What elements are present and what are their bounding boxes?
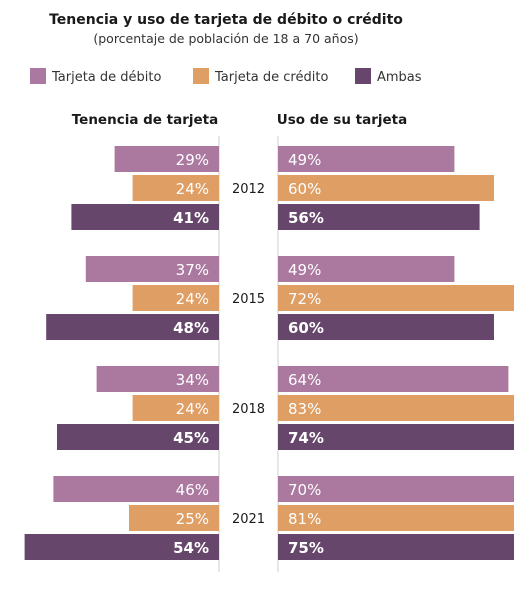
year-label-2021: 2021	[232, 512, 265, 527]
label-tenencia-2021-0: 46%	[176, 481, 209, 499]
label-uso-2012-0: 49%	[288, 151, 321, 169]
label-uso-2012-1: 60%	[288, 180, 321, 198]
bar-tenencia-2015-1	[132, 285, 219, 311]
label-tenencia-2018-0: 34%	[176, 371, 209, 389]
bar-uso-2018-2	[278, 424, 514, 450]
bar-tenencia-2018-0	[96, 366, 219, 392]
bar-tenencia-2021-0	[53, 476, 220, 502]
bar-tenencia-2015-2	[46, 314, 220, 340]
bar-tenencia-2015-0	[85, 256, 219, 282]
label-uso-2015-1: 72%	[288, 290, 321, 308]
bar-tenencia-2021-2	[24, 534, 219, 560]
bar-uso-2015-0	[278, 256, 455, 282]
bar-uso-2021-1	[278, 505, 514, 531]
panel-title-tenencia: Tenencia de tarjeta	[72, 112, 218, 128]
label-uso-2015-0: 49%	[288, 261, 321, 279]
legend: Tarjeta de débito Tarjeta de crédito Ambas	[30, 68, 422, 85]
legend-label-2: Ambas	[377, 70, 422, 85]
bar-tenencia-2018-2	[57, 424, 219, 450]
year-label-2018: 2018	[232, 402, 265, 417]
label-uso-2021-1: 81%	[288, 510, 321, 528]
bar-uso-2012-2	[278, 204, 480, 230]
bar-tenencia-2012-0	[114, 146, 219, 172]
legend-label-0: Tarjeta de débito	[51, 70, 161, 85]
bar-uso-2012-1	[278, 175, 494, 201]
year-label-2012: 2012	[232, 182, 265, 197]
label-uso-2021-2: 75%	[288, 539, 324, 557]
legend-swatch-0	[30, 68, 46, 84]
bar-tenencia-2012-2	[71, 204, 220, 230]
label-uso-2015-2: 60%	[288, 319, 324, 337]
chart-subtitle: (porcentaje de población de 18 a 70 años…	[93, 31, 358, 46]
bar-uso-2015-2	[278, 314, 494, 340]
panel-title-uso: Uso de su tarjeta	[277, 112, 407, 128]
bar-uso-2021-0	[278, 476, 514, 502]
bar-tenencia-2012-1	[132, 175, 219, 201]
label-tenencia-2021-2: 54%	[173, 539, 209, 557]
label-tenencia-2012-1: 24%	[176, 180, 209, 198]
bar-uso-2012-0	[278, 146, 455, 172]
label-uso-2012-2: 56%	[288, 209, 324, 227]
label-tenencia-2012-0: 29%	[176, 151, 209, 169]
bar-uso-2018-0	[278, 366, 509, 392]
bar-tenencia-2021-1	[129, 505, 219, 531]
legend-swatch-1	[193, 68, 209, 84]
label-uso-2018-0: 64%	[288, 371, 321, 389]
label-tenencia-2015-0: 37%	[176, 261, 209, 279]
label-uso-2018-1: 83%	[288, 400, 321, 418]
label-uso-2021-0: 70%	[288, 481, 321, 499]
year-labels: 2012 2015 2018 2021	[232, 182, 265, 527]
bar-uso-2015-1	[278, 285, 514, 311]
label-tenencia-2015-2: 48%	[173, 319, 209, 337]
label-tenencia-2021-1: 25%	[176, 510, 209, 528]
label-tenencia-2018-1: 24%	[176, 400, 209, 418]
label-uso-2018-2: 74%	[288, 429, 324, 447]
legend-swatch-2	[355, 68, 371, 84]
legend-label-1: Tarjeta de crédito	[214, 70, 328, 85]
chart-title: Tenencia y uso de tarjeta de débito o cr…	[49, 12, 403, 28]
bar-uso-2018-1	[278, 395, 514, 421]
year-label-2015: 2015	[232, 292, 265, 307]
label-tenencia-2012-2: 41%	[173, 209, 209, 227]
label-tenencia-2018-2: 45%	[173, 429, 209, 447]
bars: 29% 49% 24% 60% 41% 56% 37% 49% 24% 72% 48% 60% 34% 6…	[24, 146, 514, 560]
bar-tenencia-2018-1	[132, 395, 219, 421]
bar-uso-2021-2	[278, 534, 514, 560]
label-tenencia-2015-1: 24%	[176, 290, 209, 308]
